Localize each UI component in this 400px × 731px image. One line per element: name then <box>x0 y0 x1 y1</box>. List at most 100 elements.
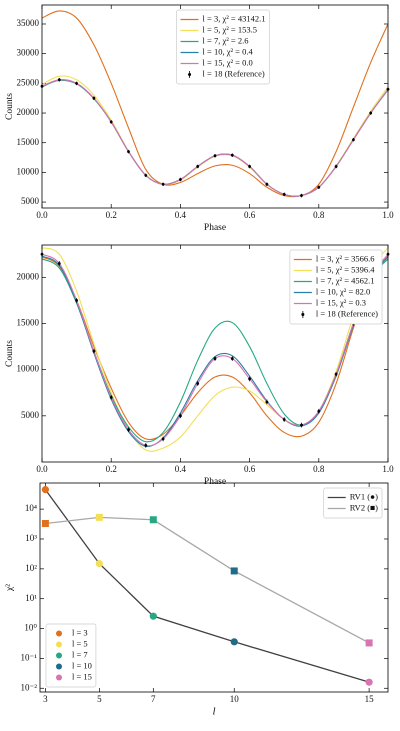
reference-point <box>196 165 200 168</box>
x-tick-label: 0.2 <box>106 210 117 220</box>
x-tick-label: 7 <box>151 694 156 704</box>
y-tick-label: 5000 <box>21 410 40 420</box>
plot-area <box>41 486 373 686</box>
axes-frame <box>41 4 389 209</box>
reference-point <box>75 81 78 85</box>
marker-circle <box>230 638 238 646</box>
marker-square <box>230 567 238 575</box>
y-tick-label: 10000 <box>17 166 40 176</box>
legend-label: l = 10, χ² = 82.0 <box>316 286 370 296</box>
reference-point <box>109 120 113 124</box>
x-axis-label: Phase <box>204 223 226 233</box>
reference-point <box>161 437 165 441</box>
reference-point <box>282 418 286 421</box>
reference-point <box>265 182 269 186</box>
reference-point <box>92 96 96 100</box>
y-tick-label: 20000 <box>17 271 40 281</box>
x-tick-label: 0.8 <box>313 464 325 474</box>
panel: 0.0 0.2 0.4 0.6 0.8 1.0 5000 10000 15000 20000 250… <box>5 4 394 233</box>
marker-circle <box>149 612 157 620</box>
legend-label: l = 7, χ² = 4562.1 <box>316 275 375 285</box>
y-axis-label: χ² <box>5 584 15 592</box>
reference-point <box>57 262 61 265</box>
y-tick-label: 10⁻² <box>21 682 38 692</box>
y-tick-label: 10³ <box>25 533 37 543</box>
legend-label: l = 18 (Reference) <box>203 68 265 78</box>
reference-point <box>248 377 252 381</box>
x-tick-label: 5 <box>97 694 102 704</box>
legend-label: l = 5, χ² = 153.5 <box>203 24 257 34</box>
x-tick-label: 15 <box>365 694 375 704</box>
marker-square <box>41 520 49 528</box>
x-axis-label: l <box>212 706 215 718</box>
legend-label: l = 3, χ² = 3566.6 <box>316 253 375 263</box>
legend-swatch <box>56 674 62 681</box>
legend-label: l = 10, χ² = 0.4 <box>203 46 254 56</box>
marker-square <box>149 516 157 524</box>
legend-label: l = 5, χ² = 5396.4 <box>316 264 375 274</box>
legend-label: l = 3, χ² = 43142.1 <box>203 13 266 23</box>
legend-swatch <box>188 73 192 76</box>
reference-point <box>352 138 355 142</box>
legend-label: l = 7 <box>72 649 88 659</box>
marker-square <box>365 639 373 647</box>
reference-point <box>213 357 217 360</box>
marker-circle <box>365 678 373 686</box>
legend-label: l = 7, χ² = 2.6 <box>203 35 249 45</box>
reference-point <box>144 173 148 177</box>
y-tick-label: 20000 <box>17 107 40 117</box>
reference-point <box>213 154 217 158</box>
reference-point <box>144 443 148 447</box>
reference-point <box>317 185 321 189</box>
reference-point <box>317 409 321 413</box>
y-tick-label: 15000 <box>17 318 40 328</box>
reference-point <box>230 153 234 157</box>
axes-frame <box>39 482 389 693</box>
reference-point <box>92 349 96 353</box>
marker-circle <box>41 486 49 494</box>
y-tick-label: 35000 <box>17 18 40 28</box>
x-tick-label: 0.0 <box>36 464 48 474</box>
y-tick-label: 25000 <box>17 77 40 87</box>
reference-point <box>334 372 338 376</box>
y-axis-label: Counts <box>5 93 15 120</box>
reference-point <box>230 357 234 360</box>
legend: l = 3, χ² = 43142.1l = 5, χ² = 153.5l = … <box>176 9 270 85</box>
panel: 0.0 0.2 0.4 0.6 0.8 1.0 5000 10000 15000 20000 Pha… <box>5 244 394 487</box>
x-tick-label: 0.2 <box>106 464 117 474</box>
legend-swatch <box>56 641 62 648</box>
panel: 3 5 7 10 15 10⁻² 10⁻¹ 10⁰ 10¹ 10² 10³ 10⁴ l χ² RV1 (●)… <box>5 482 389 718</box>
x-tick-label: 0.4 <box>175 464 187 474</box>
legend-label: l = 3 <box>72 627 88 637</box>
reference-point <box>300 423 303 427</box>
y-tick-label: 10⁻¹ <box>21 652 38 662</box>
y-tick-label: 10000 <box>17 364 40 374</box>
x-tick-label: 0.6 <box>244 210 256 220</box>
legend-box <box>45 623 97 688</box>
legend-label: RV2 (■) <box>350 502 378 512</box>
marker-square <box>95 513 103 521</box>
y-tick-label: 15000 <box>17 137 40 147</box>
reference-point <box>300 194 303 197</box>
x-tick-label: 0.4 <box>175 210 187 220</box>
reference-point <box>161 182 165 186</box>
legend-label: RV1 (●) <box>350 491 378 501</box>
x-tick-label: 10 <box>230 694 240 704</box>
reference-point <box>334 165 338 168</box>
x-tick-label: 1.0 <box>382 464 394 474</box>
legend: l = 3, χ² = 3566.6l = 5, χ² = 5396.4l = … <box>289 249 383 325</box>
x-tick-label: 0.0 <box>36 210 48 220</box>
reference-point <box>57 78 61 82</box>
legend: RV1 (●)RV2 (■) <box>323 487 383 519</box>
y-tick-label: 5000 <box>21 196 40 206</box>
y-tick-label: 10⁰ <box>24 623 37 633</box>
reference-point <box>196 382 200 385</box>
x-axis-label: Phase <box>204 477 226 487</box>
reference-point <box>179 414 182 418</box>
legend-label: l = 15, χ² = 0.3 <box>316 297 366 307</box>
reference-point <box>369 111 373 115</box>
y-tick-label: 10¹ <box>25 593 37 603</box>
plot-area <box>40 10 390 198</box>
